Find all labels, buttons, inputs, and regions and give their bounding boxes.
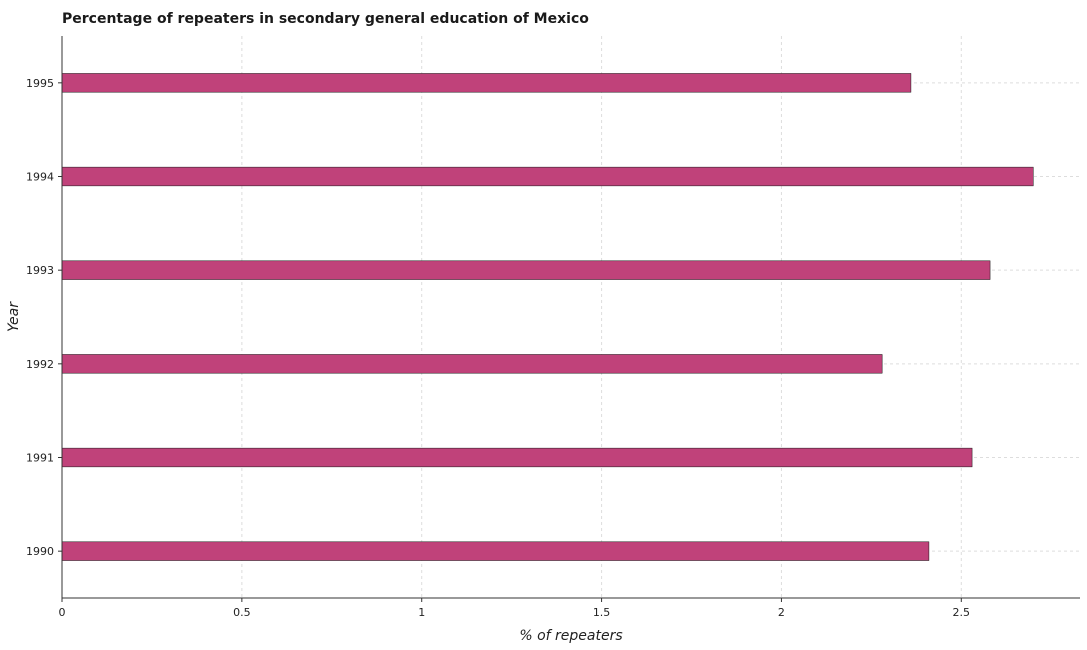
bar-1991 bbox=[61, 447, 973, 468]
x-tick-label: 1 bbox=[418, 606, 425, 619]
bar-1994 bbox=[61, 166, 1034, 187]
x-ticks: 0 0.5 1 1.5 2 2.5 bbox=[59, 598, 971, 619]
y-tick-label-1995: 1995 bbox=[26, 77, 54, 90]
bar-1992 bbox=[61, 354, 883, 374]
x-tick-label: 0 bbox=[59, 606, 66, 619]
y-tick-label-1994: 1994 bbox=[26, 171, 54, 184]
x-tick-label: 2.5 bbox=[953, 606, 971, 619]
y-tick-label-1993: 1993 bbox=[26, 264, 54, 277]
x-axis-label: % of repeaters bbox=[519, 628, 622, 644]
y-tick-label-1990: 1990 bbox=[26, 545, 54, 558]
y-tick-label-1991: 1991 bbox=[26, 452, 54, 465]
y-tick-label-1992: 1992 bbox=[26, 358, 54, 371]
bar-1995 bbox=[61, 73, 912, 93]
x-tick-label: 2 bbox=[778, 606, 785, 619]
bar-1993 bbox=[61, 260, 991, 280]
x-tick-label: 1.5 bbox=[593, 606, 611, 619]
x-tick-label: 0.5 bbox=[233, 606, 251, 619]
bar-1990 bbox=[61, 541, 930, 561]
chart-title: Percentage of repeaters in secondary gen… bbox=[62, 11, 589, 27]
y-axis-label: Year bbox=[6, 301, 22, 332]
y-ticks: 1990 1991 1992 1993 1994 1995 bbox=[26, 77, 62, 558]
